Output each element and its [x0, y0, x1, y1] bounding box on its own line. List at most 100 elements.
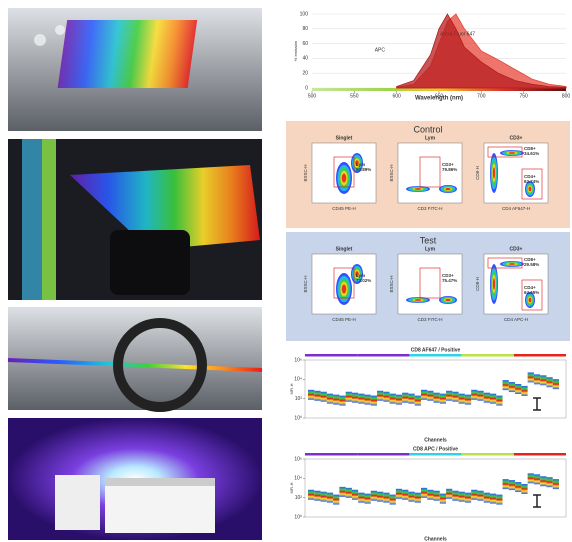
signature-mark	[314, 390, 321, 401]
signature-mark	[364, 493, 371, 504]
y-tick-label: 10⁶	[294, 456, 302, 462]
laser-band	[409, 354, 462, 357]
laser-band	[305, 453, 358, 456]
signature-mark	[446, 390, 453, 401]
gate-percent: 50.89%	[356, 167, 371, 172]
gate	[419, 267, 441, 299]
plot-title: Lym	[425, 246, 436, 252]
gate-name: CD4+	[524, 285, 536, 290]
laser-band	[409, 453, 462, 456]
gate-name: Lym	[356, 273, 365, 278]
panel-title: Control	[413, 124, 442, 134]
plot-title: Lym	[425, 135, 436, 141]
density	[414, 188, 422, 190]
signature-mark	[464, 394, 472, 405]
signature-mark	[377, 491, 384, 502]
signature-mark	[389, 393, 396, 404]
signature-mark	[383, 391, 390, 402]
gate-name: CD4+	[524, 174, 536, 179]
signature-mark	[395, 488, 403, 499]
signature-mark	[370, 395, 378, 406]
signature-mark	[408, 491, 415, 502]
y-tick-label: 40	[302, 56, 308, 62]
signature-mark	[433, 392, 440, 403]
signature-mark	[427, 390, 434, 401]
y-axis-label: BSSC-H	[303, 164, 308, 181]
signature-mark	[414, 395, 421, 406]
signature-mark	[521, 483, 528, 494]
density	[341, 173, 347, 183]
signature-mark	[540, 375, 547, 386]
signature-mark	[351, 489, 359, 500]
signature-mark	[527, 473, 534, 484]
density	[355, 160, 359, 166]
signature-mark	[521, 385, 528, 396]
gate	[487, 257, 523, 269]
signature-mark	[540, 476, 547, 487]
density	[445, 298, 451, 302]
y-tick-label: 0	[305, 85, 308, 91]
signature-mark	[483, 492, 490, 503]
x-tick-label: 800	[562, 93, 571, 99]
signature-mark	[515, 482, 522, 493]
gate-percent: 73.02%	[356, 278, 371, 283]
density	[528, 186, 532, 192]
y-tick-label: 10²	[295, 396, 303, 402]
signature-mark	[489, 393, 497, 404]
x-tick-label: 750	[519, 93, 528, 99]
signature-mark	[464, 492, 472, 503]
laser-band	[357, 354, 410, 357]
y-axis-label: MFI-H	[289, 383, 294, 394]
gate-name: CD3+	[442, 162, 454, 167]
y-tick-label: 10⁴	[294, 476, 302, 482]
laser-band	[461, 354, 514, 357]
signature-mark	[471, 389, 478, 400]
plot-frame	[304, 458, 567, 518]
gate	[521, 168, 543, 200]
density	[508, 263, 516, 265]
signature-mark	[358, 393, 365, 404]
spectrum-bar	[312, 88, 566, 91]
gate-percent: 34.61%	[524, 151, 539, 156]
signature-mark	[339, 486, 346, 497]
laser-band	[513, 354, 566, 357]
y-tick-label: 100	[300, 11, 309, 17]
gate-percent: 62.74%	[524, 179, 539, 184]
x-tick-label: 600	[392, 93, 401, 99]
signature-mark	[483, 392, 490, 403]
x-axis-label: Wavelength (nm)	[415, 96, 463, 102]
x-tick-label: 550	[350, 93, 359, 99]
x-axis-label: Channels	[424, 437, 447, 443]
signature-mark	[383, 492, 390, 503]
signature-mark	[546, 477, 553, 488]
gate-percent: 29.58%	[524, 262, 539, 267]
gate	[521, 279, 543, 311]
signature-mark	[552, 479, 559, 490]
panel-title: Test	[420, 235, 437, 245]
y-tick-label: 20	[302, 71, 308, 77]
signature-mark	[333, 394, 340, 405]
signature-mark	[477, 390, 484, 401]
signature-mark	[358, 492, 365, 503]
y-tick-label: 10⁰	[294, 514, 302, 520]
signature-mark	[458, 393, 465, 404]
x-axis-label: Channels	[424, 536, 447, 542]
area	[396, 13, 567, 89]
plot-bg	[397, 142, 463, 204]
gate-percent: 64.65%	[524, 290, 539, 295]
gate-name: CD8+	[524, 257, 536, 262]
density	[355, 271, 359, 277]
x-axis-label: CD45 PE-H	[332, 317, 356, 322]
signature-mark	[496, 494, 503, 505]
gate	[487, 146, 523, 158]
y-tick-label: 10⁰	[294, 415, 302, 421]
gate-percent: 75.47%	[442, 278, 457, 283]
signature-mark	[502, 479, 509, 490]
gate-name: CD3+	[442, 273, 454, 278]
signature-mark	[389, 494, 396, 505]
gate-name: Lym	[356, 162, 365, 167]
signature-mark	[320, 491, 327, 502]
signature-mark	[320, 391, 327, 402]
series-label: APC	[375, 47, 386, 53]
